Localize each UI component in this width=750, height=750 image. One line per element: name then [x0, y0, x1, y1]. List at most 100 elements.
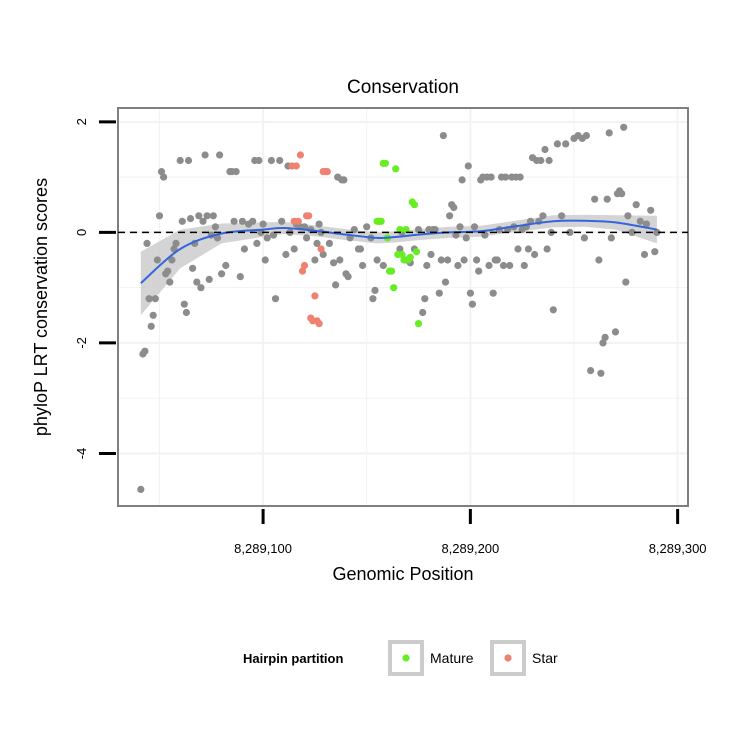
- data-point-other: [263, 234, 271, 242]
- data-point-other: [218, 270, 226, 278]
- y-axis: 2 0 -2 -4: [74, 118, 116, 459]
- data-point-other: [182, 308, 190, 317]
- data-point-other: [541, 145, 549, 154]
- data-point-other: [325, 239, 333, 247]
- data-point-other: [259, 220, 267, 228]
- x-axis-title: Genomic Position: [332, 564, 473, 584]
- data-point-other: [373, 256, 381, 264]
- data-point-other: [464, 162, 472, 170]
- data-point-other: [456, 223, 464, 231]
- data-point-other: [356, 245, 365, 253]
- legend-label-star: Star: [532, 650, 558, 666]
- data-point-other: [460, 256, 468, 264]
- data-point-other: [153, 256, 161, 264]
- data-point-other: [454, 261, 462, 270]
- data-point-other: [441, 278, 450, 286]
- plot-panel: [117, 107, 689, 507]
- data-point-other: [628, 228, 636, 236]
- y-tick-label: 0: [74, 229, 89, 236]
- data-point-other: [473, 256, 481, 264]
- data-point-other: [143, 239, 151, 247]
- data-point-star: [311, 292, 319, 300]
- data-point-other: [193, 278, 201, 286]
- data-point-other: [481, 231, 489, 239]
- data-point-other: [350, 226, 358, 234]
- data-point-other: [311, 256, 319, 264]
- data-point-other: [611, 328, 620, 336]
- y-tick-label: -2: [74, 337, 89, 349]
- data-point-other: [344, 273, 352, 281]
- data-point-star: [317, 245, 325, 253]
- data-point-other: [506, 261, 514, 270]
- data-point-other: [369, 295, 377, 303]
- data-point-other: [493, 256, 501, 264]
- data-point-other: [340, 176, 348, 184]
- data-point-other: [632, 201, 640, 209]
- data-point-other: [423, 261, 431, 270]
- data-point-other: [605, 129, 613, 137]
- data-point-other: [276, 156, 284, 165]
- data-point-other: [651, 248, 659, 256]
- data-point-other: [315, 220, 323, 228]
- data-point-other: [330, 259, 338, 267]
- plot-grid: [118, 108, 688, 506]
- data-point-other: [271, 295, 280, 303]
- data-point-mature: [398, 250, 406, 259]
- data-point-other: [622, 278, 630, 286]
- data-point-other: [437, 256, 445, 264]
- data-point-other: [601, 333, 609, 341]
- data-point-other: [642, 220, 651, 228]
- data-point-other: [427, 250, 435, 259]
- data-point-other: [379, 261, 387, 270]
- data-point-other: [431, 226, 439, 234]
- data-point-other: [595, 256, 603, 264]
- data-point-other: [172, 239, 180, 247]
- data-point-other: [419, 308, 427, 317]
- data-point-other: [253, 239, 261, 247]
- data-point-other: [147, 322, 155, 330]
- data-point-other: [580, 234, 589, 242]
- data-point-other: [278, 217, 286, 225]
- data-point-other: [396, 245, 404, 253]
- data-point-other: [149, 311, 157, 319]
- data-point-other: [475, 267, 483, 275]
- data-point-other: [531, 250, 539, 259]
- data-point-other: [640, 250, 649, 259]
- data-point-other: [151, 295, 159, 303]
- data-point-other: [199, 217, 207, 225]
- data-point-other: [363, 223, 371, 231]
- data-point-other: [282, 250, 290, 259]
- data-point-other: [458, 176, 466, 184]
- data-point-mature: [388, 267, 396, 275]
- data-point-other: [290, 245, 298, 253]
- data-point-other: [164, 267, 172, 275]
- data-point-mature: [392, 165, 400, 173]
- data-point-other: [269, 231, 278, 239]
- data-point-other: [566, 228, 574, 236]
- data-point-other: [487, 173, 495, 181]
- smooth-line: [140, 219, 658, 284]
- data-point-other: [255, 156, 263, 165]
- data-point-mature: [381, 159, 389, 167]
- data-point-other: [303, 234, 311, 242]
- data-point-other: [157, 168, 166, 176]
- data-point-other: [180, 300, 188, 308]
- data-point-other: [145, 295, 153, 303]
- data-point-other: [371, 286, 379, 294]
- data-point-other: [653, 228, 661, 236]
- data-point-other: [537, 156, 545, 165]
- data-point-star: [298, 267, 307, 275]
- data-point-other: [452, 231, 460, 239]
- smooth-ribbon-layer: [140, 214, 657, 316]
- data-point-other: [197, 284, 205, 292]
- data-point-star: [294, 217, 302, 225]
- data-point-other: [186, 215, 195, 223]
- data-point-other: [236, 273, 244, 281]
- legend-key-star: [504, 654, 512, 662]
- x-tick-label: 8,289,300: [649, 541, 707, 556]
- data-point-other: [553, 140, 562, 148]
- data-point-other: [524, 245, 533, 253]
- data-point-other: [141, 347, 149, 355]
